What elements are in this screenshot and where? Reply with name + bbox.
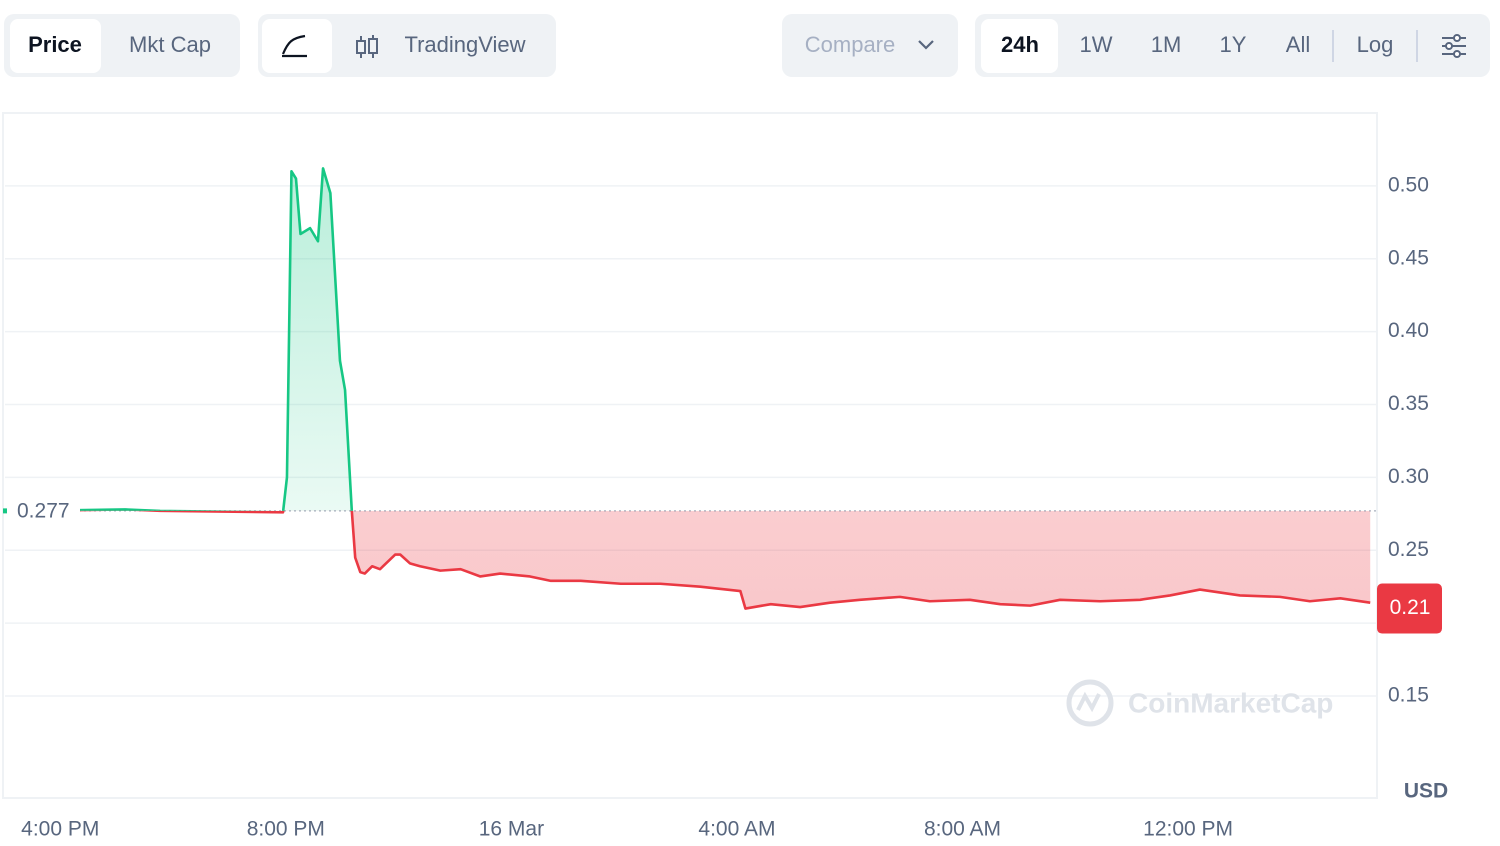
compare-label: Compare <box>804 32 896 57</box>
range[interactable]: 1Y <box>1219 32 1247 57</box>
area-down <box>29 510 1371 609</box>
compare[interactable]: Compare <box>782 14 958 77</box>
range[interactable]: 1M <box>1150 32 1182 57</box>
x-tick-label: 16 Mar <box>479 818 544 841</box>
chart-style: TradingView <box>258 14 556 77</box>
line-icon[interactable] <box>280 32 310 60</box>
active-pill <box>981 19 1058 73</box>
x-tick-label: 4:00 PM <box>21 818 99 841</box>
chevron <box>918 40 934 50</box>
y-tick-label: 0.40 <box>1388 319 1429 342</box>
x-tick-label: 8:00 PM <box>247 818 325 841</box>
y-tick-label: 0.15 <box>1388 684 1429 707</box>
active-pill <box>10 19 101 73</box>
tab-price[interactable]: Price <box>28 32 82 57</box>
watermark-text: CoinMarketCap <box>1128 687 1333 718</box>
price-line-up <box>29 167 354 511</box>
range[interactable]: 24h <box>1001 32 1039 57</box>
active-pill <box>262 19 332 73</box>
x-tick-label: 8:00 AM <box>924 818 1001 841</box>
y-tick-label: 0.30 <box>1388 465 1429 488</box>
settings-icon[interactable] <box>1440 33 1468 59</box>
price-tag <box>1377 583 1442 634</box>
price-tag-label: 0.21 <box>1390 596 1431 619</box>
range[interactable]: All <box>1285 32 1311 57</box>
area-up <box>29 168 352 511</box>
watermark: CoinMarketCap <box>1066 679 1333 727</box>
tradingview[interactable]: TradingView <box>404 32 526 57</box>
y-tick-label: 0.50 <box>1388 173 1429 196</box>
range-toggle: 24h 1W 1M 1Y All Log <box>975 14 1490 77</box>
reference-label-bg <box>12 497 80 524</box>
x-tick-label: 12:00 PM <box>1143 818 1233 841</box>
log-toggle[interactable]: Log <box>1356 32 1394 57</box>
separator <box>1332 30 1334 62</box>
price-line-down <box>29 510 1371 610</box>
y-tick-label: 0.35 <box>1388 392 1429 415</box>
y-tick-label: 0.20 <box>1388 611 1429 634</box>
plot-frame <box>2 112 1378 799</box>
x-tick-label: 4:00 AM <box>698 818 775 841</box>
reference-label: 0.277 <box>17 499 70 522</box>
y-tick-label: 0.25 <box>1388 538 1429 561</box>
tab-mktcap[interactable]: Mkt Cap <box>129 32 211 57</box>
range[interactable]: 1W <box>1079 32 1113 57</box>
view-toggle: Price Mkt Cap <box>4 14 240 77</box>
separator <box>1416 30 1418 62</box>
y-tick-label: 0.45 <box>1388 246 1429 269</box>
candle-icon <box>356 35 378 58</box>
y-unit: USD <box>1404 780 1448 803</box>
reference-dot <box>3 508 7 514</box>
